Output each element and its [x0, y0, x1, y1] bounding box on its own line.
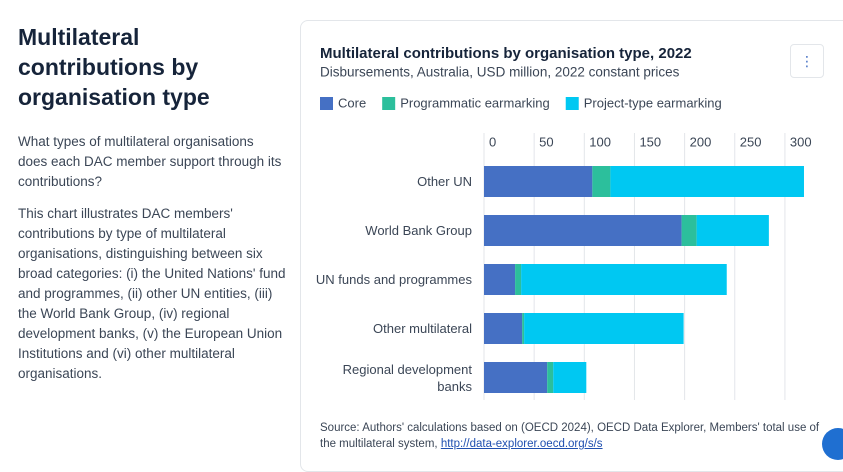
page: Multilateral contributions by organisati… — [18, 20, 843, 472]
source-text: Source: Authors' calculations based on (… — [320, 422, 820, 450]
chart-title: Multilateral contributions by organisati… — [320, 45, 692, 62]
bar-segment — [592, 166, 611, 197]
bar-segment — [524, 313, 684, 344]
y-tick-label: Regional development banks — [342, 361, 472, 394]
x-tick-label: 150 — [639, 134, 661, 149]
menu-button[interactable]: ⋮ — [790, 44, 824, 78]
chart-subtitle: Disbursements, Australia, USD million, 2… — [320, 65, 680, 80]
bar-segment — [521, 264, 727, 295]
bar-segment — [484, 166, 593, 197]
bar-segment — [484, 264, 516, 295]
bar-segment — [610, 166, 804, 197]
y-tick-label: World Bank Group — [365, 223, 472, 238]
bar-segment — [484, 215, 682, 246]
legend-swatch — [320, 97, 333, 110]
intro: Multilateral contributions by organisati… — [18, 22, 286, 396]
bar-segment — [553, 362, 587, 393]
legend-label: Core — [338, 95, 366, 110]
legend-swatch — [382, 97, 396, 110]
x-tick-label: 0 — [489, 134, 496, 149]
legend-label: Programmatic earmarking — [400, 95, 550, 110]
x-tick-label: 250 — [740, 134, 762, 149]
bar-segment — [681, 215, 697, 246]
bar-segment — [484, 362, 548, 393]
x-tick-label: 100 — [589, 134, 611, 149]
source: Source: Authors' calculations based on (… — [320, 420, 820, 452]
x-tick-label: 200 — [690, 134, 712, 149]
bar-segment — [484, 313, 523, 344]
x-tick-label: 50 — [539, 134, 553, 149]
bar-segment — [696, 215, 769, 246]
bar-segment — [547, 362, 554, 393]
heading: Multilateral contributions by organisati… — [18, 24, 210, 110]
scroll-button[interactable] — [822, 428, 843, 460]
legend-swatch — [565, 97, 579, 110]
bar-segment — [515, 264, 522, 295]
paragraph: This chart illustrates DAC members' cont… — [18, 206, 286, 381]
y-tick-label: UN funds and programmes — [315, 272, 472, 287]
x-tick-label: 300 — [790, 134, 812, 149]
source-link[interactable]: http://data-explorer.oecd.org/s/s — [440, 438, 603, 450]
y-tick-label: Other UN — [417, 174, 472, 189]
paragraph: What types of multilateral organisations… — [18, 134, 282, 189]
bar-segment — [522, 313, 525, 344]
chart: Multilateral contributions by organisati… — [320, 45, 812, 400]
legend-label: Project-type earmarking — [584, 95, 722, 110]
y-tick-label: Other multilateral — [373, 321, 472, 336]
